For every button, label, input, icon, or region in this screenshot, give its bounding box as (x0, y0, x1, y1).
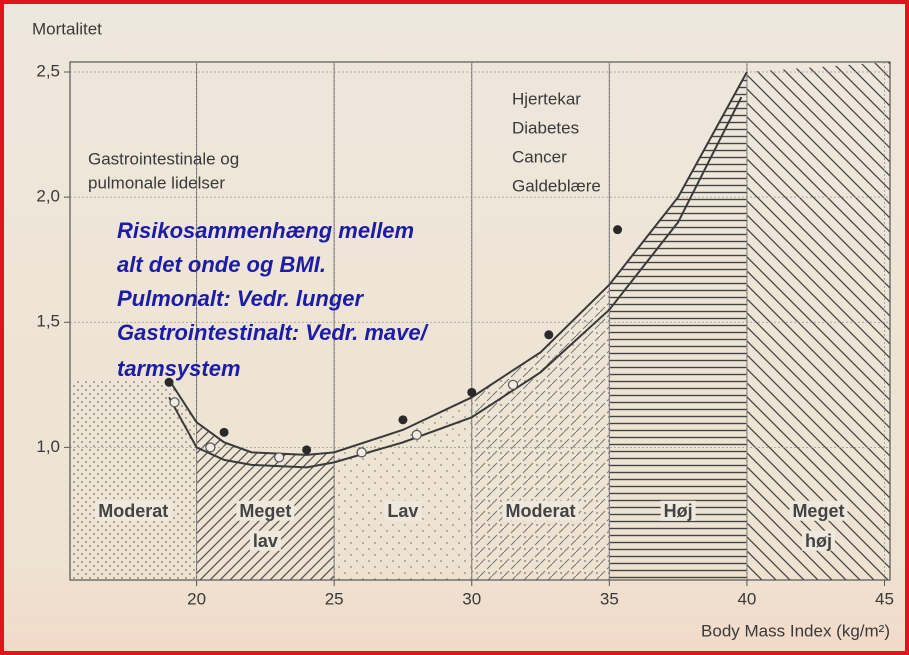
zone-label: Moderat (98, 501, 168, 521)
plot-frame (69, 61, 891, 581)
overlay-text: tarmsystem (117, 356, 241, 381)
zone-label: høj (805, 531, 832, 551)
annotation: pulmonale lidelser (88, 173, 225, 192)
zone-label-bg (95, 500, 172, 521)
x-tick-label: 20 (187, 589, 206, 608)
annotation: Galdeblære (512, 176, 601, 195)
overlay-text: Gastrointestinalt: Vedr. mave/ (117, 320, 430, 345)
x-tick-label: 45 (875, 589, 894, 608)
zone (746, 62, 890, 580)
overlay-text: Pulmonalt: Vedr. lunger (117, 286, 365, 311)
zone-label-bg (249, 530, 281, 551)
y-tick-label: 1,0 (36, 437, 60, 456)
zone-label: Lav (387, 501, 418, 521)
point (356, 447, 367, 458)
x-tick-label: 35 (600, 589, 619, 608)
zone-label: Meget (792, 501, 844, 521)
point (302, 445, 312, 455)
point (544, 330, 554, 340)
y-axis-label: Mortalitet (32, 19, 102, 38)
zone-label-bg (384, 500, 422, 521)
x-tick-label: 30 (462, 589, 481, 608)
plot: Moderat Meget lav Lav Moderat Høj Meget høj 1,0 1… (36, 61, 894, 608)
curve (168, 71, 748, 456)
zone-label-bg (801, 530, 835, 551)
annotation: Gastrointestinale og (88, 149, 239, 168)
zone-label-bg (236, 500, 295, 521)
point (164, 377, 174, 387)
y-tick-label: 1,5 (36, 312, 60, 331)
x-tick-label: 25 (325, 589, 344, 608)
point (467, 387, 477, 397)
y-tick-label: 2,5 (36, 61, 60, 80)
annotation: Diabetes (512, 118, 579, 137)
y-tick-label: 2,0 (36, 187, 60, 206)
point (169, 397, 180, 408)
zone-label: Høj (664, 501, 693, 521)
annotation: Hjertekar (512, 89, 581, 108)
point (398, 415, 408, 425)
point (274, 452, 285, 463)
overlay-text: Risikosammenhæng mellem (117, 218, 414, 243)
curve (168, 96, 743, 469)
point (219, 427, 229, 437)
x-tick-label: 40 (737, 589, 756, 608)
point (613, 225, 623, 235)
overlay-text: alt det onde og BMI. (117, 252, 326, 277)
point (205, 442, 216, 453)
zone-label: lav (253, 531, 278, 551)
point (507, 379, 519, 390)
zone-label-bg (789, 500, 848, 521)
x-axis-label: Body Mass Index (kg/m²) (701, 621, 890, 640)
zone-label-bg (502, 500, 579, 521)
zone-label: Meget (239, 501, 291, 521)
annotation: Cancer (512, 147, 567, 166)
zone-label: Moderat (506, 501, 576, 521)
point (411, 429, 422, 440)
zone-label-bg (660, 500, 696, 521)
